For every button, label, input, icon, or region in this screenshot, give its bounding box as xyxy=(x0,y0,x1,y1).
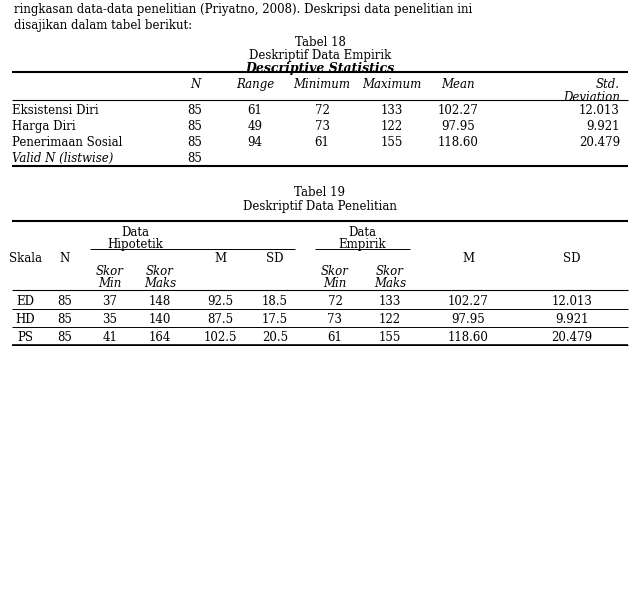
Text: Descriptive Statistics: Descriptive Statistics xyxy=(245,62,395,75)
Text: N: N xyxy=(60,252,70,265)
Text: 20.5: 20.5 xyxy=(262,331,288,344)
Text: 102.27: 102.27 xyxy=(438,104,479,117)
Text: 155: 155 xyxy=(381,136,403,149)
Text: 20.479: 20.479 xyxy=(552,331,593,344)
Text: Skor: Skor xyxy=(376,265,404,278)
Text: Min: Min xyxy=(323,277,347,290)
Text: Std.: Std. xyxy=(596,78,620,91)
Text: SD: SD xyxy=(266,252,284,265)
Text: Mean: Mean xyxy=(441,78,475,91)
Text: 122: 122 xyxy=(381,120,403,133)
Text: Empirik: Empirik xyxy=(339,238,387,251)
Text: 18.5: 18.5 xyxy=(262,295,288,308)
Text: 73: 73 xyxy=(314,120,330,133)
Text: SD: SD xyxy=(563,252,580,265)
Text: 72: 72 xyxy=(328,295,342,308)
Text: 12.013: 12.013 xyxy=(552,295,593,308)
Text: M: M xyxy=(214,252,226,265)
Text: 9.921: 9.921 xyxy=(586,120,620,133)
Text: 118.60: 118.60 xyxy=(447,331,488,344)
Text: M: M xyxy=(462,252,474,265)
Text: Range: Range xyxy=(236,78,274,91)
Text: 155: 155 xyxy=(379,331,401,344)
Text: 97.95: 97.95 xyxy=(441,120,475,133)
Text: 85: 85 xyxy=(188,136,202,149)
Text: Penerimaan Sosial: Penerimaan Sosial xyxy=(12,136,122,149)
Text: disajikan dalam tabel berikut:: disajikan dalam tabel berikut: xyxy=(14,19,192,32)
Text: PS: PS xyxy=(17,331,33,344)
Text: 94: 94 xyxy=(248,136,262,149)
Text: 133: 133 xyxy=(381,104,403,117)
Text: 49: 49 xyxy=(248,120,262,133)
Text: 61: 61 xyxy=(328,331,342,344)
Text: 35: 35 xyxy=(102,313,118,326)
Text: 102.27: 102.27 xyxy=(447,295,488,308)
Text: Skala: Skala xyxy=(8,252,42,265)
Text: 118.60: 118.60 xyxy=(438,136,479,149)
Text: 41: 41 xyxy=(102,331,117,344)
Text: Maks: Maks xyxy=(144,277,176,290)
Text: 133: 133 xyxy=(379,295,401,308)
Text: 87.5: 87.5 xyxy=(207,313,233,326)
Text: Deviation: Deviation xyxy=(563,91,620,104)
Text: 92.5: 92.5 xyxy=(207,295,233,308)
Text: 85: 85 xyxy=(188,152,202,165)
Text: 61: 61 xyxy=(248,104,262,117)
Text: Tabel 19: Tabel 19 xyxy=(294,186,346,199)
Text: Hipotetik: Hipotetik xyxy=(107,238,163,251)
Text: 122: 122 xyxy=(379,313,401,326)
Text: Skor: Skor xyxy=(146,265,174,278)
Text: 148: 148 xyxy=(149,295,171,308)
Text: Data: Data xyxy=(349,226,376,239)
Text: 97.95: 97.95 xyxy=(451,313,485,326)
Text: 9.921: 9.921 xyxy=(556,313,589,326)
Text: Data: Data xyxy=(121,226,149,239)
Text: 102.5: 102.5 xyxy=(204,331,237,344)
Text: Skor: Skor xyxy=(96,265,124,278)
Text: HD: HD xyxy=(15,313,35,326)
Text: Eksistensi Diri: Eksistensi Diri xyxy=(12,104,99,117)
Text: Minimum: Minimum xyxy=(294,78,351,91)
Text: Harga Diri: Harga Diri xyxy=(12,120,76,133)
Text: Maks: Maks xyxy=(374,277,406,290)
Text: 61: 61 xyxy=(315,136,330,149)
Text: Deskriptif Data Penelitian: Deskriptif Data Penelitian xyxy=(243,200,397,213)
Text: Skor: Skor xyxy=(321,265,349,278)
Text: 72: 72 xyxy=(315,104,330,117)
Text: Maximum: Maximum xyxy=(362,78,422,91)
Text: 37: 37 xyxy=(102,295,118,308)
Text: Tabel 18: Tabel 18 xyxy=(294,36,346,49)
Text: 85: 85 xyxy=(188,120,202,133)
Text: 73: 73 xyxy=(328,313,342,326)
Text: ringkasan data-data penelitian (Priyatno, 2008). Deskripsi data penelitian ini: ringkasan data-data penelitian (Priyatno… xyxy=(14,3,472,16)
Text: 12.013: 12.013 xyxy=(579,104,620,117)
Text: 85: 85 xyxy=(188,104,202,117)
Text: 164: 164 xyxy=(149,331,171,344)
Text: 140: 140 xyxy=(149,313,171,326)
Text: Min: Min xyxy=(99,277,122,290)
Text: Deskriptif Data Empirik: Deskriptif Data Empirik xyxy=(249,49,391,62)
Text: 85: 85 xyxy=(58,313,72,326)
Text: ED: ED xyxy=(16,295,34,308)
Text: 17.5: 17.5 xyxy=(262,313,288,326)
Text: 85: 85 xyxy=(58,331,72,344)
Text: N: N xyxy=(190,78,200,91)
Text: 20.479: 20.479 xyxy=(579,136,620,149)
Text: Valid N (listwise): Valid N (listwise) xyxy=(12,152,113,165)
Text: 85: 85 xyxy=(58,295,72,308)
